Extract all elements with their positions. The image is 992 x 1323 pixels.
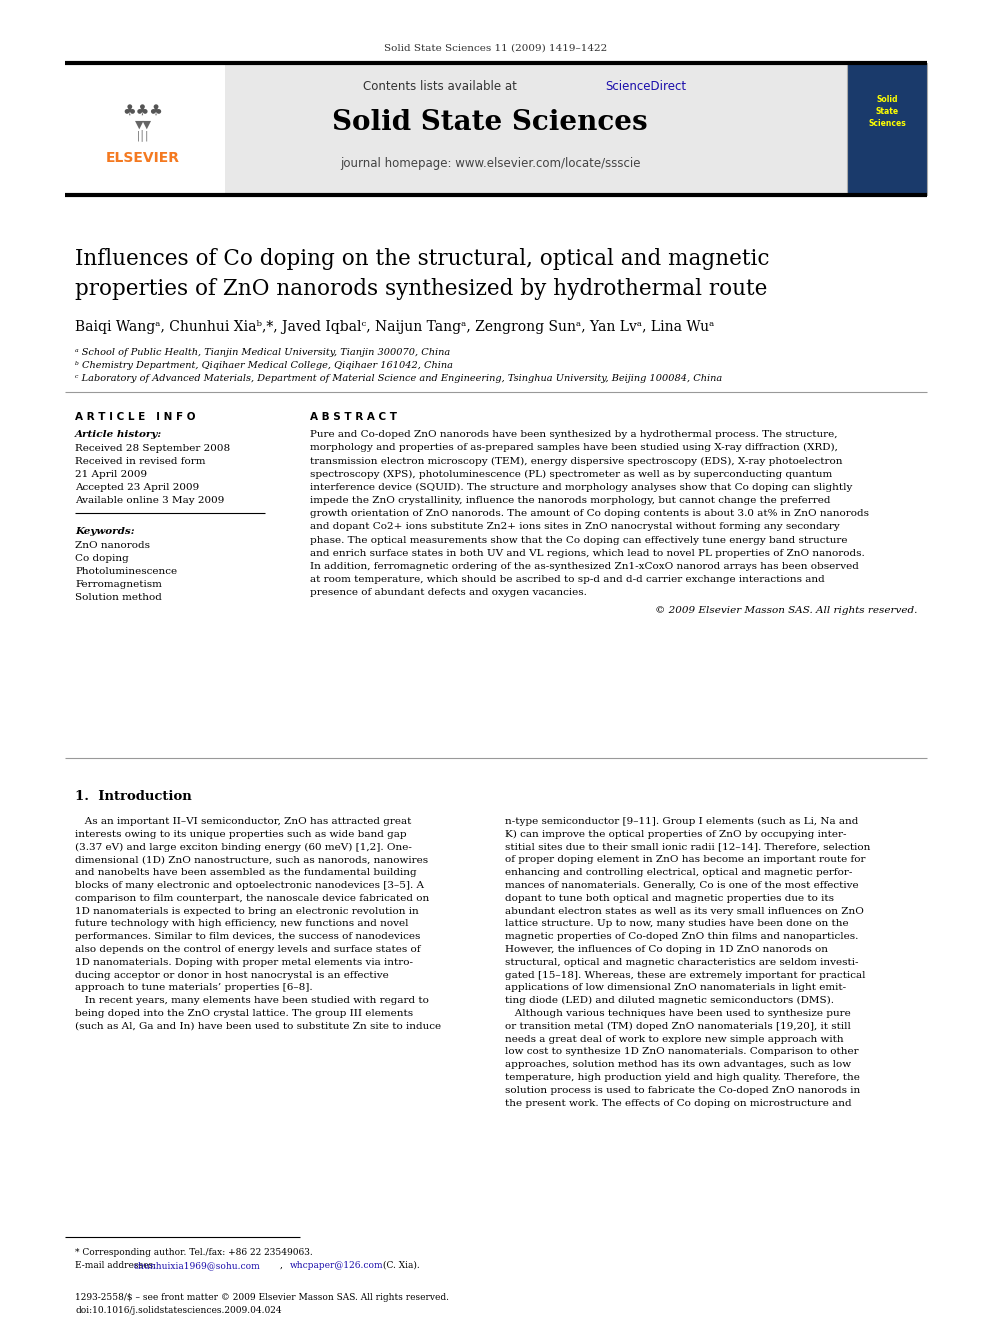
Text: being doped into the ZnO crystal lattice. The group III elements: being doped into the ZnO crystal lattice… xyxy=(75,1009,413,1017)
Text: Received in revised form: Received in revised form xyxy=(75,456,205,466)
Text: low cost to synthesize 1D ZnO nanomaterials. Comparison to other: low cost to synthesize 1D ZnO nanomateri… xyxy=(505,1048,859,1056)
Text: and nanobelts have been assembled as the fundamental building: and nanobelts have been assembled as the… xyxy=(75,868,417,877)
Text: Keywords:: Keywords: xyxy=(75,527,135,536)
Text: 21 April 2009: 21 April 2009 xyxy=(75,470,147,479)
Text: ᵃ School of Public Health, Tianjin Medical University, Tianjin 300070, China: ᵃ School of Public Health, Tianjin Medic… xyxy=(75,348,450,357)
Text: structural, optical and magnetic characteristics are seldom investi-: structural, optical and magnetic charact… xyxy=(505,958,858,967)
Text: (such as Al, Ga and In) have been used to substitute Zn site to induce: (such as Al, Ga and In) have been used t… xyxy=(75,1021,441,1031)
Text: interference device (SQUID). The structure and morphology analyses show that Co : interference device (SQUID). The structu… xyxy=(310,483,852,492)
Text: * Corresponding author. Tel./fax: +86 22 23549063.: * Corresponding author. Tel./fax: +86 22… xyxy=(75,1248,312,1257)
Text: future technology with high efficiency, new functions and novel: future technology with high efficiency, … xyxy=(75,919,409,929)
Text: presence of abundant defects and oxygen vacancies.: presence of abundant defects and oxygen … xyxy=(310,589,587,598)
Text: © 2009 Elsevier Masson SAS. All rights reserved.: © 2009 Elsevier Masson SAS. All rights r… xyxy=(655,606,917,615)
Text: properties of ZnO nanorods synthesized by hydrothermal route: properties of ZnO nanorods synthesized b… xyxy=(75,278,768,300)
Text: Influences of Co doping on the structural, optical and magnetic: Influences of Co doping on the structura… xyxy=(75,247,770,270)
Text: ZnO nanorods: ZnO nanorods xyxy=(75,541,150,550)
Text: Article history:: Article history: xyxy=(75,430,163,439)
Text: State: State xyxy=(875,107,899,116)
Text: Solid State Sciences 11 (2009) 1419–1422: Solid State Sciences 11 (2009) 1419–1422 xyxy=(384,44,608,53)
Bar xyxy=(65,64,927,194)
Text: needs a great deal of work to explore new simple approach with: needs a great deal of work to explore ne… xyxy=(505,1035,843,1044)
Text: K) can improve the optical properties of ZnO by occupying inter-: K) can improve the optical properties of… xyxy=(505,830,846,839)
Text: gated [15–18]. Whereas, these are extremely important for practical: gated [15–18]. Whereas, these are extrem… xyxy=(505,971,865,979)
Text: and dopant Co2+ ions substitute Zn2+ ions sites in ZnO nanocrystal without formi: and dopant Co2+ ions substitute Zn2+ ion… xyxy=(310,523,840,532)
Text: A R T I C L E   I N F O: A R T I C L E I N F O xyxy=(75,411,195,422)
Text: Solid State Sciences: Solid State Sciences xyxy=(332,108,648,135)
Bar xyxy=(847,64,927,194)
Text: Although various techniques have been used to synthesize pure: Although various techniques have been us… xyxy=(505,1009,851,1017)
Text: ▼▼: ▼▼ xyxy=(135,120,152,130)
Text: Pure and Co-doped ZnO nanorods have been synthesized by a hydrothermal process. : Pure and Co-doped ZnO nanorods have been… xyxy=(310,430,837,439)
Text: enhancing and controlling electrical, optical and magnetic perfor-: enhancing and controlling electrical, op… xyxy=(505,868,852,877)
Text: (C. Xia).: (C. Xia). xyxy=(380,1261,420,1270)
Text: journal homepage: www.elsevier.com/locate/ssscie: journal homepage: www.elsevier.com/locat… xyxy=(339,156,640,169)
Text: or transition metal (TM) doped ZnO nanomaterials [19,20], it still: or transition metal (TM) doped ZnO nanom… xyxy=(505,1021,851,1031)
Text: impede the ZnO crystallinity, influence the nanorods morphology, but cannot chan: impede the ZnO crystallinity, influence … xyxy=(310,496,830,505)
Text: ᶜ Laboratory of Advanced Materials, Department of Material Science and Engineeri: ᶜ Laboratory of Advanced Materials, Depa… xyxy=(75,374,722,382)
Text: Accepted 23 April 2009: Accepted 23 April 2009 xyxy=(75,483,199,492)
Bar xyxy=(65,64,225,194)
Text: ducing acceptor or donor in host nanocrystal is an effective: ducing acceptor or donor in host nanocry… xyxy=(75,971,389,979)
Text: 1293-2558/$ – see front matter © 2009 Elsevier Masson SAS. All rights reserved.: 1293-2558/$ – see front matter © 2009 El… xyxy=(75,1293,449,1302)
Text: performances. Similar to film devices, the success of nanodevices: performances. Similar to film devices, t… xyxy=(75,933,421,941)
Text: spectroscopy (XPS), photoluminescence (PL) spectrometer as well as by supercondu: spectroscopy (XPS), photoluminescence (P… xyxy=(310,470,832,479)
Text: Received 28 September 2008: Received 28 September 2008 xyxy=(75,445,230,452)
Text: approach to tune materials’ properties [6–8].: approach to tune materials’ properties [… xyxy=(75,983,312,992)
Text: ting diode (LED) and diluted magnetic semiconductors (DMS).: ting diode (LED) and diluted magnetic se… xyxy=(505,996,834,1005)
Text: ᵇ Chemistry Department, Qiqihaer Medical College, Qiqihaer 161042, China: ᵇ Chemistry Department, Qiqihaer Medical… xyxy=(75,361,453,370)
Text: lattice structure. Up to now, many studies have been done on the: lattice structure. Up to now, many studi… xyxy=(505,919,848,929)
Text: 1D nanomaterials is expected to bring an electronic revolution in: 1D nanomaterials is expected to bring an… xyxy=(75,906,419,916)
Text: A B S T R A C T: A B S T R A C T xyxy=(310,411,397,422)
Text: applications of low dimensional ZnO nanomaterials in light emit-: applications of low dimensional ZnO nano… xyxy=(505,983,846,992)
Text: doi:10.1016/j.solidstatesciences.2009.04.024: doi:10.1016/j.solidstatesciences.2009.04… xyxy=(75,1306,282,1315)
Text: Baiqi Wangᵃ, Chunhui Xiaᵇ,*, Javed Iqbalᶜ, Naijun Tangᵃ, Zengrong Sunᵃ, Yan Lvᵃ,: Baiqi Wangᵃ, Chunhui Xiaᵇ,*, Javed Iqbal… xyxy=(75,320,714,333)
Text: the present work. The effects of Co doping on microstructure and: the present work. The effects of Co dopi… xyxy=(505,1098,851,1107)
Text: blocks of many electronic and optoelectronic nanodevices [3–5]. A: blocks of many electronic and optoelectr… xyxy=(75,881,424,890)
Text: mances of nanomaterials. Generally, Co is one of the most effective: mances of nanomaterials. Generally, Co i… xyxy=(505,881,859,890)
Text: Photoluminescence: Photoluminescence xyxy=(75,568,178,576)
Text: at room temperature, which should be ascribed to sp-d and d-d carrier exchange i: at room temperature, which should be asc… xyxy=(310,576,824,585)
Text: In recent years, many elements have been studied with regard to: In recent years, many elements have been… xyxy=(75,996,429,1005)
Text: dimensional (1D) ZnO nanostructure, such as nanorods, nanowires: dimensional (1D) ZnO nanostructure, such… xyxy=(75,856,429,864)
Text: ,: , xyxy=(280,1261,286,1270)
Text: approaches, solution method has its own advantages, such as low: approaches, solution method has its own … xyxy=(505,1060,851,1069)
Text: interests owing to its unique properties such as wide band gap: interests owing to its unique properties… xyxy=(75,830,407,839)
Text: chunhuixia1969@sohu.com: chunhuixia1969@sohu.com xyxy=(134,1261,261,1270)
Text: 1.  Introduction: 1. Introduction xyxy=(75,790,191,803)
Text: Solution method: Solution method xyxy=(75,593,162,602)
Text: Contents lists available at: Contents lists available at xyxy=(363,81,521,94)
Text: whcpaper@126.com: whcpaper@126.com xyxy=(290,1261,384,1270)
Text: E-mail addresses:: E-mail addresses: xyxy=(75,1261,159,1270)
Text: Sciences: Sciences xyxy=(868,119,906,128)
Text: also depends on the control of energy levels and surface states of: also depends on the control of energy le… xyxy=(75,945,421,954)
Text: |│|: |│| xyxy=(137,130,149,142)
Text: 1D nanomaterials. Doping with proper metal elements via intro-: 1D nanomaterials. Doping with proper met… xyxy=(75,958,413,967)
Text: dopant to tune both optical and magnetic properties due to its: dopant to tune both optical and magnetic… xyxy=(505,894,834,902)
Text: ♣♣♣: ♣♣♣ xyxy=(123,102,164,118)
Text: phase. The optical measurements show that the Co doping can effectively tune ene: phase. The optical measurements show tha… xyxy=(310,536,847,545)
Text: of proper doping element in ZnO has become an important route for: of proper doping element in ZnO has beco… xyxy=(505,856,865,864)
Text: As an important II–VI semiconductor, ZnO has attracted great: As an important II–VI semiconductor, ZnO… xyxy=(75,818,412,826)
Text: Available online 3 May 2009: Available online 3 May 2009 xyxy=(75,496,224,505)
Text: temperature, high production yield and high quality. Therefore, the: temperature, high production yield and h… xyxy=(505,1073,860,1082)
Text: solution process is used to fabricate the Co-doped ZnO nanorods in: solution process is used to fabricate th… xyxy=(505,1086,860,1095)
Text: morphology and properties of as-prepared samples have been studied using X-ray d: morphology and properties of as-prepared… xyxy=(310,443,838,452)
Text: ELSEVIER: ELSEVIER xyxy=(106,151,180,165)
Text: stitial sites due to their small ionic radii [12–14]. Therefore, selection: stitial sites due to their small ionic r… xyxy=(505,843,870,852)
Text: abundant electron states as well as its very small influences on ZnO: abundant electron states as well as its … xyxy=(505,906,864,916)
Text: comparison to film counterpart, the nanoscale device fabricated on: comparison to film counterpart, the nano… xyxy=(75,894,430,902)
Text: transmission electron microscopy (TEM), energy dispersive spectroscopy (EDS), X-: transmission electron microscopy (TEM), … xyxy=(310,456,842,466)
Text: Solid: Solid xyxy=(876,95,898,105)
Text: growth orientation of ZnO nanorods. The amount of Co doping contents is about 3.: growth orientation of ZnO nanorods. The … xyxy=(310,509,869,519)
Text: Co doping: Co doping xyxy=(75,554,129,564)
Text: In addition, ferromagnetic ordering of the as-synthesized Zn1-xCoxO nanorod arra: In addition, ferromagnetic ordering of t… xyxy=(310,562,859,572)
Text: and enrich surface states in both UV and VL regions, which lead to novel PL prop: and enrich surface states in both UV and… xyxy=(310,549,865,558)
Text: ScienceDirect: ScienceDirect xyxy=(605,81,686,94)
Text: magnetic properties of Co-doped ZnO thin films and nanoparticles.: magnetic properties of Co-doped ZnO thin… xyxy=(505,933,858,941)
Text: Ferromagnetism: Ferromagnetism xyxy=(75,579,162,589)
Text: n-type semiconductor [9–11]. Group I elements (such as Li, Na and: n-type semiconductor [9–11]. Group I ele… xyxy=(505,818,858,826)
Text: (3.37 eV) and large exciton binding energy (60 meV) [1,2]. One-: (3.37 eV) and large exciton binding ener… xyxy=(75,843,412,852)
Text: However, the influences of Co doping in 1D ZnO nanorods on: However, the influences of Co doping in … xyxy=(505,945,828,954)
